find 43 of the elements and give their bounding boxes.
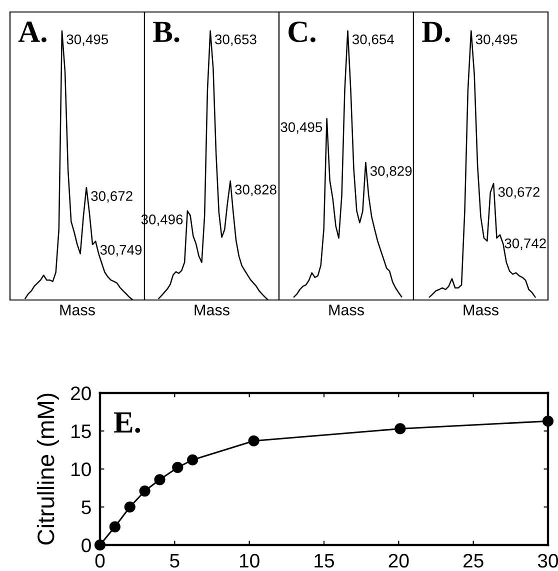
x-tick-label: 30 [538,554,558,568]
chart-title: B. [153,22,180,42]
y-tick-label: 20 [71,386,91,400]
x-tick-label: 0 [95,554,105,568]
point [248,435,260,446]
point [187,454,198,466]
annotation: 30,742 [504,238,546,250]
point [154,474,166,486]
x-tick-label: 15 [314,554,334,568]
y-axis-title: Citrulline (mM) [36,394,59,545]
annotation: 30,495 [66,34,108,46]
annotation: 30,495 [476,34,518,46]
annotation: 30,672 [91,191,132,203]
chart-title: C. [288,22,316,42]
x-tick-label: 25 [464,554,484,568]
x-tick-label: 20 [388,554,409,568]
point [542,416,554,427]
y-tick-label: 0 [82,538,91,552]
x-axis-title: Mass [464,304,498,316]
y-tick-label: 15 [72,424,91,438]
point [394,423,406,434]
x-axis-title: Mass [60,304,95,316]
point [94,539,106,551]
annotation: 30,828 [235,184,276,196]
annotation: 30,672 [498,187,540,199]
annotation: 30,829 [370,166,412,178]
point [109,521,120,532]
point [139,485,150,497]
chart-title: A. [18,22,46,42]
annotation: 30,749 [100,244,142,256]
point [172,462,184,474]
annotation: 30,654 [352,34,394,46]
y-tick-label: 5 [82,500,91,514]
y-tick-label: 10 [72,462,91,476]
chart-title: E. [114,412,140,433]
x-tick-label: 5 [170,554,180,568]
x-axis-title: Mass [329,304,364,316]
chart-title: D. [422,22,450,42]
x-axis-title: Mass [194,304,230,316]
point [124,501,136,513]
annotation: 30,653 [215,34,256,46]
x-tick-label: 10 [240,554,260,568]
annotation: 30,495 [280,122,322,134]
